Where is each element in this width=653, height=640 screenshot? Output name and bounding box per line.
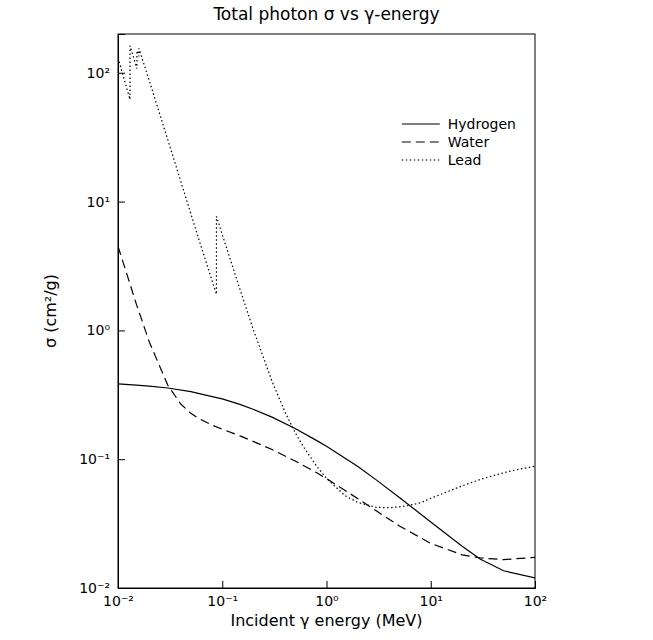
tick-mark [118, 73, 125, 74]
tick-label: 10⁻² [79, 580, 110, 596]
legend-item: Lead [402, 152, 482, 168]
x-axis: 10⁻²10⁻¹10⁰10¹10² [103, 581, 547, 609]
lines [118, 46, 535, 578]
tick-label: 10⁰ [315, 593, 339, 609]
chart: 10⁻²10⁻¹10⁰10¹10²10⁻²10⁻¹10⁰10¹10²Hydrog… [0, 0, 653, 640]
series-line [118, 46, 535, 508]
tick-mark [118, 588, 125, 589]
tick: 10¹ [420, 581, 443, 609]
tick-label: 10¹ [87, 194, 110, 210]
tick: 10⁻² [79, 580, 125, 596]
y-axis-title: σ (cm²/g) [41, 274, 60, 348]
tick-mark [535, 581, 536, 588]
series-line [118, 246, 535, 559]
legend-swatch [402, 159, 440, 160]
tick-mark [431, 581, 432, 588]
tick: 10⁰ [315, 581, 339, 609]
tick-label: 10⁻¹ [207, 593, 238, 609]
legend-swatch [402, 141, 440, 142]
tick: 10⁰ [87, 322, 125, 338]
tick-mark [118, 202, 125, 203]
legend-label: Lead [448, 152, 482, 168]
tick: 10² [524, 581, 547, 609]
legend-swatch [402, 123, 440, 124]
tick-label: 10² [524, 593, 547, 609]
tick-mark [327, 581, 328, 588]
plot-frame [118, 34, 535, 588]
tick-label: 10⁻¹ [79, 451, 110, 467]
tick: 10⁻¹ [207, 581, 238, 609]
axis-line [119, 35, 126, 589]
tick-mark [118, 459, 125, 460]
tick: 10² [87, 65, 125, 81]
legend-item: Hydrogen [402, 116, 516, 132]
x-axis-title: Incident γ energy (MeV) [230, 611, 422, 630]
legend-item: Water [402, 134, 490, 150]
tick-mark [118, 330, 125, 331]
title: Total photon σ vs γ-energy [212, 4, 439, 24]
tick-label: 10² [87, 65, 110, 81]
series-line [118, 384, 535, 578]
legend: Hydrogen Water Lead [402, 116, 516, 168]
tick: 10¹ [87, 194, 125, 210]
legend-label: Water [448, 134, 490, 150]
tick-mark [222, 581, 223, 588]
tick-label: 10⁰ [87, 322, 111, 338]
y-axis: 10⁻² 10⁻¹ 10⁰ 10¹ 10² [79, 35, 125, 596]
plot-area: 10⁻²10⁻¹10⁰10¹10²10⁻²10⁻¹10⁰10¹10²Hydrog… [79, 34, 547, 609]
legend-label: Hydrogen [448, 116, 516, 132]
tick: 10⁻¹ [79, 451, 125, 467]
tick-label: 10¹ [420, 593, 443, 609]
axis-line [119, 581, 536, 589]
